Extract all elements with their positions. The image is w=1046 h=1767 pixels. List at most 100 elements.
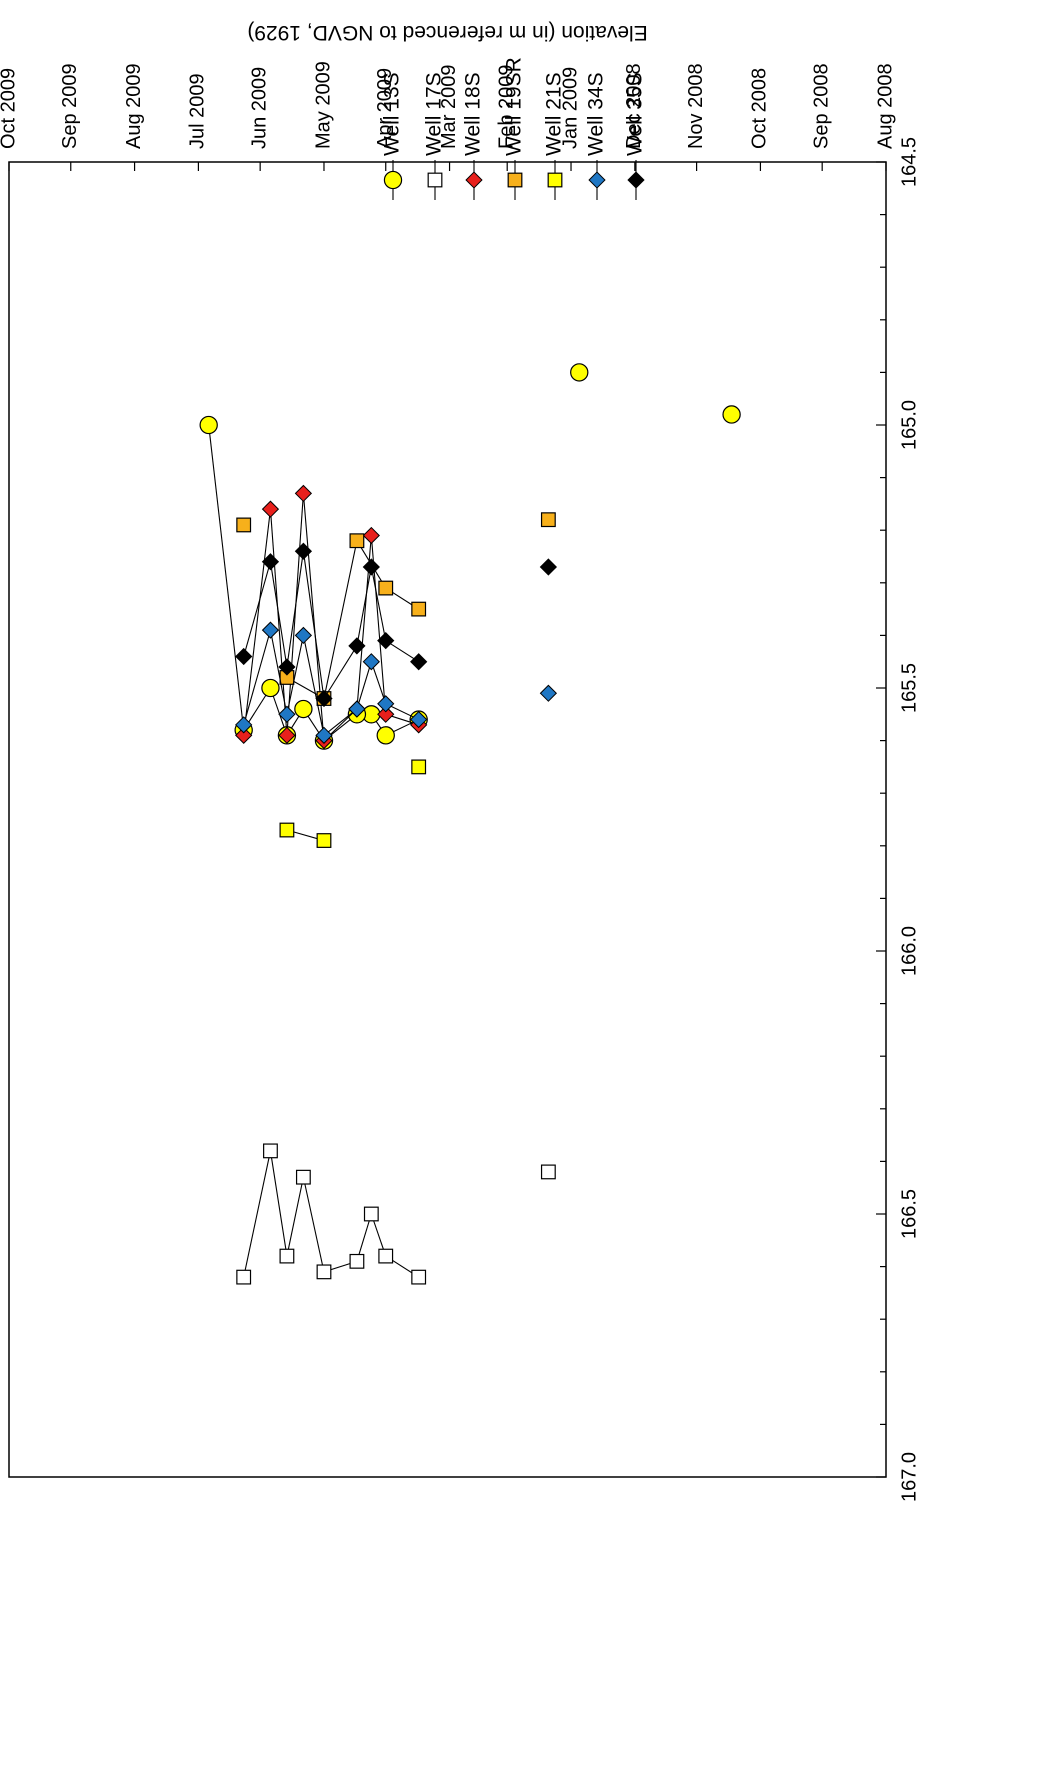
series-line xyxy=(323,540,358,699)
data-point xyxy=(363,1206,379,1222)
legend-marker xyxy=(547,172,563,188)
data-point xyxy=(349,1253,365,1269)
data-point xyxy=(278,705,296,723)
data-point xyxy=(316,833,332,848)
legend-marker xyxy=(627,171,645,189)
data-point xyxy=(540,512,556,528)
legend-label: Well 34S xyxy=(585,72,608,156)
legend-item-well-17s: Well 17S xyxy=(423,72,446,200)
data-point xyxy=(315,689,333,708)
data-point xyxy=(539,684,558,702)
series-well-34s xyxy=(235,621,558,744)
series-line xyxy=(269,1150,288,1257)
series-line xyxy=(356,566,372,647)
y-tick-label: 164.5 xyxy=(898,137,920,187)
y-tick-label: 166.0 xyxy=(898,926,920,976)
data-point xyxy=(377,695,395,713)
data-point xyxy=(377,632,395,650)
series-line xyxy=(269,630,288,715)
series-well-19sr xyxy=(236,512,556,706)
x-tick-label: Sep 2009 xyxy=(59,63,81,149)
series-line xyxy=(356,1213,372,1262)
series-well-17s xyxy=(236,1143,556,1285)
data-point xyxy=(261,621,280,639)
data-point xyxy=(294,699,313,719)
data-point xyxy=(348,637,366,655)
data-point xyxy=(261,500,280,518)
y-tick-label: 165.0 xyxy=(898,400,920,450)
legend-marker xyxy=(507,172,523,188)
x-tick-label: Jul 2009 xyxy=(187,73,209,149)
data-point xyxy=(235,716,253,734)
x-tick-label: Jun 2009 xyxy=(248,67,270,149)
series-line xyxy=(302,551,325,699)
data-point xyxy=(315,726,333,744)
series-line xyxy=(243,629,271,725)
series-line xyxy=(356,661,372,710)
legend-item-well-13s: Well 13S xyxy=(381,72,404,200)
data-point xyxy=(278,726,296,744)
series-line xyxy=(302,635,325,736)
data-point xyxy=(362,653,380,671)
data-point xyxy=(376,726,395,745)
data-point xyxy=(295,1169,311,1185)
legend-item-well-18s: Well 18S xyxy=(462,72,485,200)
data-point xyxy=(261,553,280,571)
data-point xyxy=(722,405,741,424)
y-axis-title: Elevation (in m referenced to NGVD, 1929… xyxy=(247,21,647,44)
data-point xyxy=(349,533,365,549)
series-well-35s xyxy=(235,542,558,708)
data-point xyxy=(235,647,253,666)
data-point xyxy=(539,558,558,576)
series-line xyxy=(323,645,358,699)
data-point xyxy=(199,415,218,435)
legend-label: Well 18S xyxy=(462,72,485,156)
legend-item-well-19sr: Well 19SR xyxy=(503,57,526,200)
series-well-21s xyxy=(279,759,427,848)
data-point xyxy=(236,1269,252,1285)
series-line xyxy=(370,661,387,704)
legend-marker xyxy=(427,172,443,188)
x-tick-label: Dec 2008 xyxy=(623,63,645,149)
data-point xyxy=(540,1164,556,1180)
legend-label: Well 35S xyxy=(624,72,647,156)
y-tick-label: 166.5 xyxy=(898,1189,920,1239)
series-line xyxy=(323,708,358,736)
data-point xyxy=(570,363,589,382)
data-point xyxy=(378,580,394,596)
series-line xyxy=(243,561,271,657)
series-line xyxy=(243,1150,271,1278)
data-point xyxy=(279,1248,295,1264)
data-point xyxy=(411,601,427,617)
legend-marker xyxy=(383,170,403,190)
x-tick-label: Sep 2008 xyxy=(810,63,832,149)
legend-label: Well 21S xyxy=(543,72,566,156)
legend-item-well-21s: Well 21S xyxy=(543,72,566,200)
data-point xyxy=(236,517,252,533)
series-line xyxy=(269,561,288,668)
series-line xyxy=(302,1177,325,1272)
legend-label: Well 19SR xyxy=(503,57,526,156)
data-point xyxy=(362,558,380,576)
x-tick-label: Aug 2008 xyxy=(874,63,896,149)
legend-label: Well 13S xyxy=(381,72,404,156)
x-tick-label: Apr 2009 xyxy=(374,68,396,149)
series-line xyxy=(286,635,304,715)
x-tick-label: Feb 2009 xyxy=(495,64,517,149)
data-point xyxy=(348,700,366,718)
legend-marker xyxy=(465,171,483,189)
data-point xyxy=(279,822,295,838)
data-point xyxy=(294,542,313,560)
plot-area xyxy=(8,161,887,1478)
x-tick-label: Oct 2008 xyxy=(749,68,771,149)
series-line xyxy=(208,424,245,731)
data-point xyxy=(411,759,427,775)
data-point xyxy=(261,678,280,698)
legend-item-well-35s: Well 35S xyxy=(624,72,647,200)
y-tick-label: 165.5 xyxy=(898,663,920,713)
data-point xyxy=(316,1264,332,1280)
data-point xyxy=(362,526,380,545)
x-tick-label: Oct 2009 xyxy=(0,68,19,149)
data-point xyxy=(263,1143,278,1159)
